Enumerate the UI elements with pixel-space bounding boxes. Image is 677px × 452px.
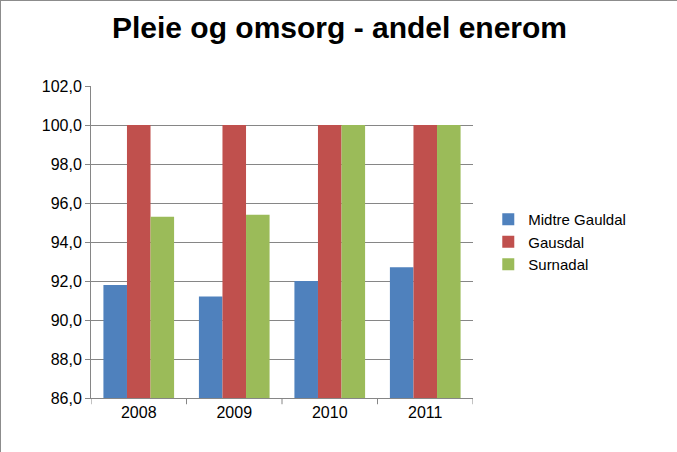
- svg-text:98,0: 98,0: [51, 156, 82, 173]
- svg-text:88,0: 88,0: [51, 351, 82, 368]
- svg-text:Surnadal: Surnadal: [528, 256, 588, 273]
- svg-text:2008: 2008: [121, 404, 157, 421]
- svg-text:Midtre Gauldal: Midtre Gauldal: [528, 211, 626, 228]
- svg-text:2011: 2011: [408, 404, 443, 421]
- svg-text:94,0: 94,0: [51, 234, 82, 251]
- svg-text:100,0: 100,0: [42, 117, 82, 134]
- svg-text:90,0: 90,0: [51, 312, 82, 329]
- svg-text:Gausdal: Gausdal: [528, 234, 584, 251]
- svg-text:102,0: 102,0: [42, 78, 82, 95]
- svg-text:Pleie og omsorg - andel enerom: Pleie og omsorg - andel enerom: [112, 11, 567, 44]
- svg-text:2010: 2010: [312, 404, 348, 421]
- svg-text:86,0: 86,0: [51, 390, 82, 407]
- svg-text:96,0: 96,0: [51, 195, 82, 212]
- svg-text:92,0: 92,0: [51, 273, 82, 290]
- svg-text:2009: 2009: [216, 404, 252, 421]
